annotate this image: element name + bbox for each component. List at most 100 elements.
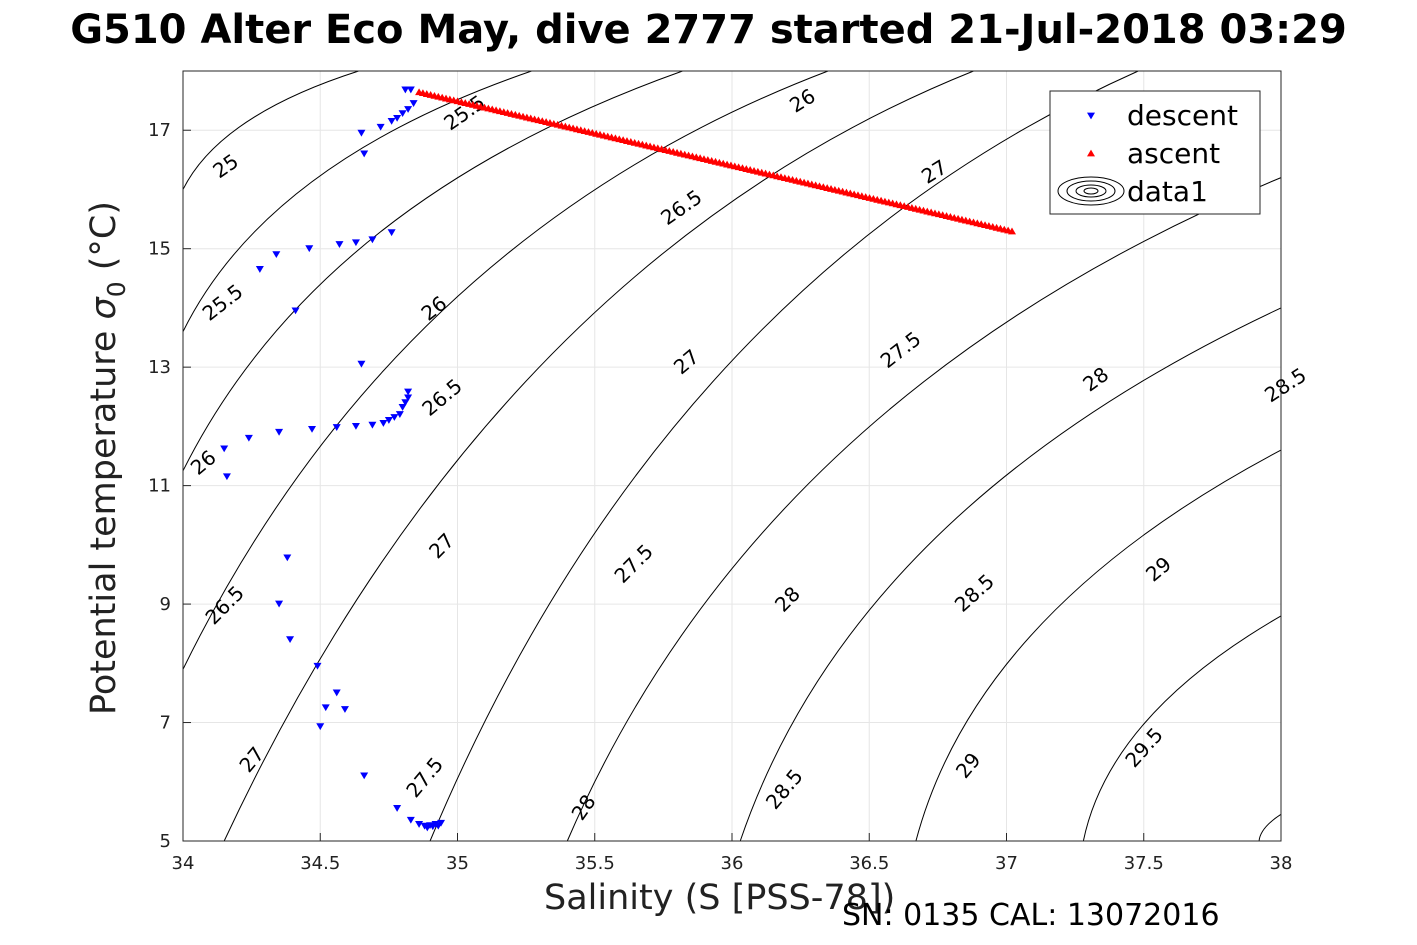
- contour-label: 25.5: [198, 279, 248, 325]
- descent-point: [406, 86, 415, 94]
- descent-point: [368, 236, 377, 244]
- x-tick-label: 37: [995, 853, 1018, 874]
- descent-point: [286, 636, 295, 644]
- descent-point: [321, 704, 330, 712]
- descent-point: [398, 404, 407, 411]
- descent-point: [428, 823, 437, 831]
- descent-point: [423, 824, 432, 832]
- contour-label: 26: [785, 84, 819, 118]
- descent-point: [220, 445, 229, 453]
- isopycnal-line: [182, 70, 683, 472]
- descent-point: [275, 600, 284, 608]
- descent-point: [395, 411, 404, 418]
- descent-point: [376, 123, 385, 131]
- descent-point: [404, 106, 413, 113]
- descent-point: [415, 821, 424, 828]
- contour-label: 27.5: [401, 752, 448, 802]
- descent-point: [401, 86, 410, 94]
- legend-contour-ring: [1083, 187, 1099, 195]
- legend-contour-ring: [1057, 176, 1125, 206]
- descent-point: [316, 723, 325, 731]
- descent-point: [398, 110, 407, 118]
- x-axis-label: Salinity (S [PSS-78]): [544, 878, 896, 918]
- legend-data1-label: data1: [1127, 175, 1208, 208]
- legend-ascent-label: ascent: [1127, 137, 1220, 170]
- descent-point: [360, 150, 369, 158]
- contour-label: 26.5: [417, 374, 467, 421]
- descent-point: [275, 428, 284, 436]
- y-tick-label: 5: [160, 831, 171, 852]
- descent-point: [305, 245, 314, 253]
- contour-label: 26.5: [656, 185, 706, 230]
- descent-point: [401, 399, 410, 407]
- legend-contour-icon: [1057, 176, 1125, 206]
- descent-point: [357, 360, 366, 368]
- contour-label: 26: [186, 445, 221, 480]
- contour-label: 28: [770, 582, 805, 617]
- legend-contour-ring: [1066, 180, 1116, 202]
- descent-point: [332, 689, 341, 697]
- x-tick-label: 37.5: [1124, 853, 1164, 874]
- contour-label: 27.5: [876, 327, 926, 373]
- x-tick-label: 35: [446, 853, 469, 874]
- legend-box: [1049, 90, 1261, 215]
- descent-point: [404, 394, 413, 402]
- contour-label: 27: [424, 528, 459, 563]
- descent-point: [387, 229, 396, 237]
- descent-point: [368, 421, 377, 429]
- legend-contour-ring: [1075, 184, 1107, 198]
- x-tick-label: 36.5: [849, 853, 889, 874]
- isopycnal-line: [223, 70, 974, 842]
- y-tick-label: 13: [148, 357, 171, 378]
- contour-label: 25: [208, 149, 243, 183]
- contour-label: 27.5: [609, 539, 657, 587]
- y-tick-label: 9: [160, 594, 171, 615]
- descent-point: [393, 114, 402, 122]
- legend-ascent-marker: [1087, 149, 1095, 157]
- isopycnal-line: [182, 70, 359, 190]
- legend-descent-marker: [1087, 112, 1095, 120]
- y-tick-label: 17: [148, 120, 171, 141]
- contour-label: 29: [951, 748, 986, 783]
- contour-label: 29.5: [1120, 723, 1168, 772]
- descent-point: [384, 417, 393, 424]
- descent-point: [409, 100, 418, 107]
- contour-label: 28.5: [1260, 363, 1310, 407]
- contour-label: 26: [417, 291, 452, 326]
- contour-label: 28: [566, 790, 600, 825]
- descent-point: [335, 241, 344, 248]
- serial-calibration-footer: SN: 0135 CAL: 13072016: [842, 898, 1220, 933]
- legend-descent-label: descent: [1127, 99, 1238, 132]
- descent-point: [434, 822, 443, 830]
- descent-point: [387, 117, 396, 125]
- y-tick-label: 15: [148, 239, 171, 260]
- ascent-point: [1007, 227, 1016, 235]
- density-contours: [182, 70, 1282, 842]
- isopycnal-line: [1258, 813, 1282, 842]
- descent-point: [313, 662, 322, 670]
- descent-point: [351, 239, 360, 247]
- x-tick-label: 36: [721, 853, 744, 874]
- descent-point: [390, 414, 399, 421]
- isopycnal-line: [739, 307, 1282, 842]
- x-tick-label: 35.5: [575, 853, 615, 874]
- isopycnal-line: [182, 70, 829, 670]
- isopycnal-line: [429, 70, 1139, 842]
- x-axis-ticks: 34 34.5 35 35.5 36 36.5 37 37.5 38: [172, 833, 1293, 874]
- descent-point: [291, 307, 300, 315]
- descent-point: [340, 706, 349, 713]
- descent-point: [379, 420, 388, 427]
- x-tick-label: 38: [1270, 853, 1293, 874]
- y-tick-label: 11: [148, 476, 171, 497]
- descent-point: [404, 388, 413, 396]
- descent-point: [222, 473, 231, 481]
- descent-point: [272, 251, 281, 259]
- descent-point: [393, 805, 402, 812]
- isopycnal-line: [182, 70, 532, 332]
- contour-label: 27: [917, 155, 951, 189]
- descent-point: [283, 554, 292, 562]
- contour-label: 28.5: [950, 569, 999, 617]
- isopycnal-line: [1082, 615, 1282, 842]
- contour-label: 27: [669, 344, 704, 379]
- chart-title: G510 Alter Eco May, dive 2777 started 21…: [70, 7, 1347, 53]
